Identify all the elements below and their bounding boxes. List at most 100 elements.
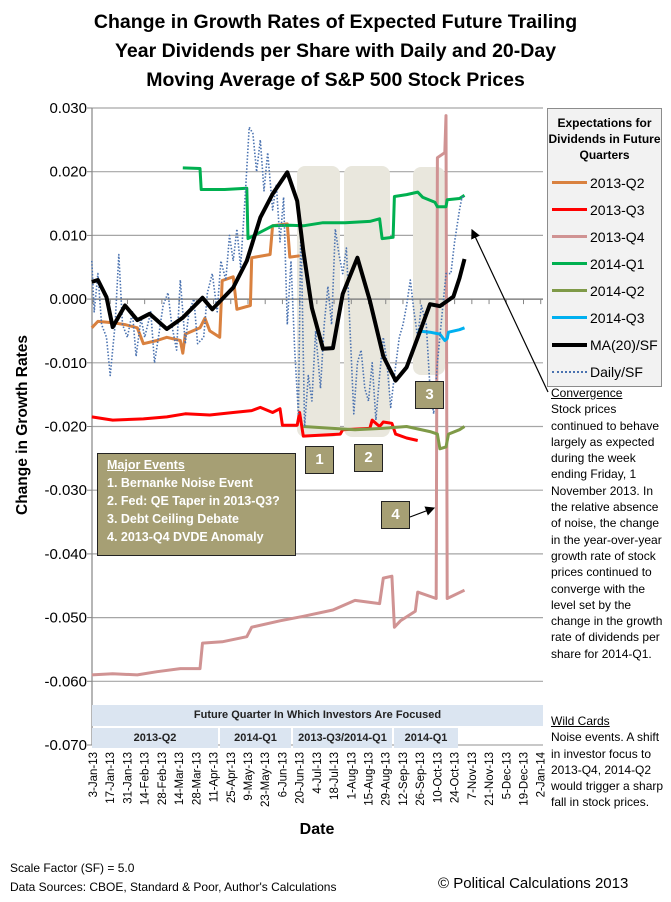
x-tick-label: 11-Apr-13 — [209, 752, 221, 802]
y-axis-label: Change in Growth Rates — [14, 335, 31, 515]
convergence-note: Convergence Stock prices continued to be… — [551, 385, 671, 662]
legend-item: 2013-Q2 — [548, 169, 661, 196]
event-marker-2: 2 — [354, 444, 383, 472]
legend-swatch — [552, 316, 587, 319]
x-tick-label: 29-Aug-13 — [381, 752, 393, 806]
event-item-3: 3. Debt Ceiling Debate — [107, 512, 239, 526]
legend-label: MA(20)/SF — [590, 336, 658, 353]
event-band-2 — [344, 166, 390, 437]
x-tick-label: 17-Jan-13 — [105, 752, 117, 804]
x-tick-label: 26-Sep-13 — [415, 752, 427, 806]
y-tick-label: -0.030 — [44, 482, 87, 499]
axes: 0.030 0.020 0.010 0.000 -0.010 -0.020 -0.030 -0… — [44, 100, 547, 807]
x-tick-label: 24-Oct-13 — [450, 752, 462, 803]
x-tick-label: 14-Mar-13 — [174, 752, 186, 805]
event-marker-3: 3 — [415, 381, 444, 409]
focus-cell-2014-q1: 2014-Q1 — [220, 728, 291, 748]
x-tick-label: 3-Jan-13 — [88, 752, 100, 797]
focus-cell-2014-q1-later: 2014-Q1 — [394, 728, 458, 748]
x-tick-label: 12-Sep-13 — [398, 752, 410, 806]
legend-item: Daily/SF — [548, 358, 661, 385]
y-tick-label: 0.030 — [49, 100, 87, 117]
legend-item: 2014-Q3 — [548, 304, 661, 331]
event-marker-4: 4 — [381, 501, 410, 529]
event-item-2: 2. Fed: QE Taper in 2013-Q3? — [107, 494, 280, 508]
y-tick-label: -0.040 — [44, 546, 87, 563]
x-tick-label: 23-May-13 — [260, 752, 272, 807]
legend-swatch — [552, 181, 587, 184]
event-item-4: 4. 2013-Q4 DVDE Anomaly — [107, 530, 264, 544]
series-line-2013-q3 — [91, 405, 419, 442]
title-line-2: Year Dividends per Share with Daily and … — [114, 40, 557, 62]
legend-swatch — [552, 342, 587, 347]
legend-label: 2014-Q2 — [590, 282, 645, 299]
major-events-box: Major Events 1. Bernanke Noise Event 2. … — [97, 453, 296, 556]
y-tick-label: -0.010 — [44, 355, 87, 372]
x-tick-label: 28-Mar-13 — [191, 752, 203, 805]
x-tick-label: 5-Dec-13 — [501, 752, 513, 799]
convergence-title: Convergence — [551, 386, 623, 400]
x-tick-label: 7-Nov-13 — [467, 752, 479, 799]
convergence-arrow — [471, 228, 549, 393]
wildcards-title: Wild Cards — [551, 714, 610, 728]
copyright: © Political Calculations 2013 — [438, 875, 629, 892]
event-bands — [297, 166, 445, 437]
annotation-arrows — [409, 228, 549, 518]
data-sources-note: Data Sources: CBOE, Standard & Poor, Aut… — [10, 880, 337, 894]
scale-factor-note: Scale Factor (SF) = 5.0 — [10, 861, 135, 875]
x-tick-label: 14-Feb-13 — [140, 752, 152, 805]
focus-cell-2013-q3-2014-q1: 2013-Q3/2014-Q1 — [293, 728, 392, 748]
x-tick-label: 4-Jul-13 — [312, 752, 324, 794]
y-tick-label: -0.050 — [44, 610, 87, 627]
legend-title: Expectations for Dividends in Future Qua… — [548, 116, 661, 162]
anomaly-arrow — [409, 506, 436, 518]
title-line-1: Change in Growth Rates of Expected Futur… — [93, 11, 578, 33]
legend-label: Daily/SF — [590, 363, 643, 380]
x-tick-label: 18-Jul-13 — [329, 752, 341, 800]
legend: Expectations for Dividends in Future Qua… — [547, 108, 662, 387]
event-marker-1: 1 — [305, 446, 334, 474]
x-tick-label: 9-May-13 — [243, 752, 255, 801]
legend-swatch — [552, 289, 587, 292]
chart-title: Change in Growth Rates of Expected Futur… — [0, 8, 671, 95]
legend-item: 2014-Q2 — [548, 277, 661, 304]
x-tick-label: 10-Oct-13 — [432, 752, 444, 803]
x-tick-label: 21-Nov-13 — [484, 752, 496, 806]
x-tick-label: 25-Apr-13 — [226, 752, 238, 803]
series-line-2013-q4 — [91, 114, 466, 677]
series-line-2014-q2 — [303, 425, 466, 451]
legend-item: 2013-Q4 — [548, 223, 661, 250]
series-line-daily-sf — [91, 126, 465, 428]
legend-label: 2013-Q3 — [590, 201, 645, 218]
legend-label: 2013-Q4 — [590, 228, 645, 245]
legend-swatch — [552, 235, 587, 238]
title-line-3: Moving Average of S&P 500 Stock Prices — [146, 69, 525, 91]
focus-cell-2013-q2: 2013-Q2 — [92, 728, 218, 748]
event-item-1: 1. Bernanke Noise Event — [107, 476, 253, 490]
legend-label: 2014-Q1 — [590, 255, 645, 272]
legend-item: MA(20)/SF — [548, 331, 661, 358]
series-line-2013-q2 — [90, 222, 300, 355]
x-tick-label: 19-Dec-13 — [519, 752, 531, 806]
x-axis-label: Date — [300, 821, 335, 838]
series-line-ma-20-sf — [91, 170, 467, 383]
investor-focus-header: Future Quarter In Which Investors Are Fo… — [92, 705, 543, 726]
legend-label: 2014-Q3 — [590, 309, 645, 326]
legend-swatch — [552, 208, 587, 211]
y-tick-label: 0.010 — [49, 227, 87, 244]
investor-focus-table: Future Quarter In Which Investors Are Fo… — [92, 705, 543, 748]
x-tick-label: 6-Jun-13 — [277, 752, 289, 797]
wildcards-note: Wild Cards Noise events. A shift in inve… — [551, 713, 671, 811]
y-tick-label: 0.000 — [49, 291, 87, 308]
legend-item: 2014-Q1 — [548, 250, 661, 277]
event-band-1 — [297, 166, 340, 437]
x-tick-label: 28-Feb-13 — [157, 752, 169, 805]
convergence-text: Stock prices continued to behave largely… — [551, 402, 663, 661]
major-events-title: Major Events — [107, 458, 185, 472]
x-tick-label: 31-Jan-13 — [122, 752, 134, 804]
x-tick-label: 20-Jun-13 — [295, 752, 307, 804]
x-tick-label: 15-Aug-13 — [364, 752, 376, 806]
legend-swatch — [552, 262, 587, 265]
event-band-3 — [413, 167, 445, 375]
